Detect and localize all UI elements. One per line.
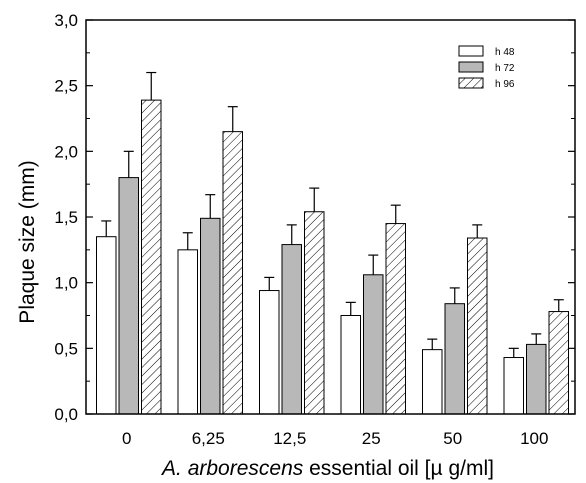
bar-h96-12,5 xyxy=(304,211,325,415)
x-tick-label: 0 xyxy=(122,429,131,448)
y-tick-label: 1,0 xyxy=(54,274,78,293)
y-tick-label: 0,0 xyxy=(54,405,78,424)
bar-h48-50 xyxy=(422,349,443,415)
bars-layer xyxy=(96,71,569,415)
bar-h72-12,5 xyxy=(281,244,302,415)
x-tick-label: 6,25 xyxy=(192,429,225,448)
x-axis-label-italic: A. arborescens xyxy=(160,457,304,480)
y-tick-label: 3,0 xyxy=(54,11,78,30)
bar-h96-6,25 xyxy=(222,131,243,415)
bar-h72-100 xyxy=(526,343,547,415)
bar-h96-100 xyxy=(548,311,569,415)
legend-label: h 72 xyxy=(495,63,515,74)
legend-swatch xyxy=(458,45,484,57)
y-tick-label: 2,0 xyxy=(54,142,78,161)
axes-layer: 0,0 0,5 1,0 1,5 2,0 2,5 3,0 0 6,25 12,5 25 50 100 xyxy=(54,11,575,448)
bar-h48-6,25 xyxy=(177,249,198,415)
bar-h72-6,25 xyxy=(200,217,221,415)
bar-h96-0 xyxy=(141,99,162,415)
bar-h48-100 xyxy=(503,357,524,415)
legend-swatch xyxy=(458,77,484,89)
bar-h96-50 xyxy=(467,237,488,415)
legend-swatch xyxy=(458,61,484,73)
y-axis-label: Plaque size (mm) xyxy=(16,160,39,323)
x-tick-label: 50 xyxy=(443,429,462,448)
bar-h72-25 xyxy=(363,274,384,415)
bar-h72-50 xyxy=(444,303,465,415)
x-tick-label: 25 xyxy=(362,429,381,448)
legend-label: h 48 xyxy=(495,47,515,58)
bar-h96-25 xyxy=(385,223,406,415)
bar-h72-0 xyxy=(118,177,139,415)
x-tick-label: 100 xyxy=(520,429,548,448)
x-tick-label: 12,5 xyxy=(273,429,306,448)
legend-label: h 96 xyxy=(495,79,515,90)
x-axis-label: A. arborescens essential oil [µ g/ml] xyxy=(160,457,494,480)
y-tick-label: 2,5 xyxy=(54,77,78,96)
bar-h48-12,5 xyxy=(259,290,280,415)
y-tick-label: 0,5 xyxy=(54,339,78,358)
y-tick-label: 1,5 xyxy=(54,208,78,227)
bar-h48-0 xyxy=(96,236,117,415)
x-axis-label-rest: essential oil [µ g/ml] xyxy=(303,457,494,480)
legend: h 48 h 72 h 96 xyxy=(458,45,515,90)
bar-h48-25 xyxy=(340,315,361,415)
